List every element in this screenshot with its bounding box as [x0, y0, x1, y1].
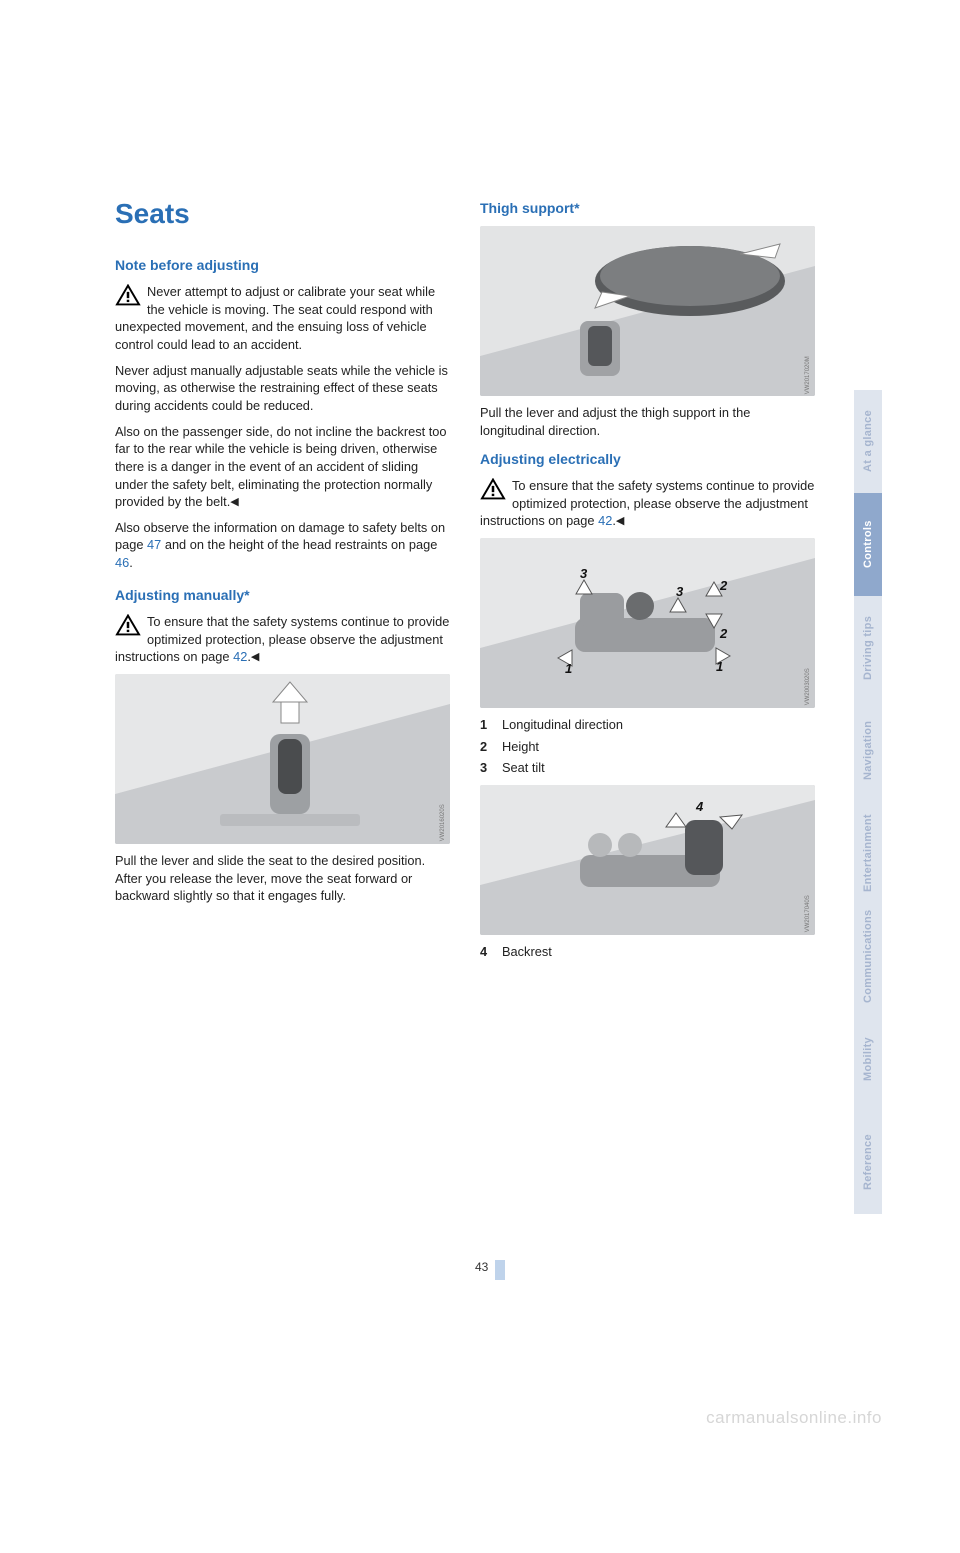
body-text-span: Also on the passenger side, do not incli… — [115, 424, 447, 510]
end-mark-icon: ◀ — [251, 650, 259, 665]
figure-backrest-control: 4 VW2017040S — [480, 785, 815, 935]
svg-text:2: 2 — [719, 626, 728, 641]
page-ref-link[interactable]: 46 — [115, 555, 129, 570]
watermark-text: carmanualsonline.info — [706, 1408, 882, 1428]
list-item: 1 Longitudinal direction — [480, 716, 815, 734]
heading-thigh-support: Thigh support* — [480, 199, 815, 218]
callout-number: 1 — [480, 716, 487, 734]
body-text: Also on the passenger side, do not incli… — [115, 423, 450, 511]
tab-at-a-glance[interactable]: At a glance — [854, 390, 882, 493]
warn-text-1: Never attempt to adjust or calibrate you… — [115, 284, 435, 352]
callout-number: 3 — [480, 759, 487, 777]
page-ref-link[interactable]: 42 — [598, 513, 612, 528]
figure-ref: VW2016020S — [439, 804, 447, 841]
figure-seat-controls: 1 1 2 2 3 3 VW2003020S — [480, 538, 815, 708]
body-text: Never adjust manually adjustable seats w… — [115, 362, 450, 415]
list-item: 2 Height — [480, 738, 815, 756]
svg-text:1: 1 — [716, 659, 723, 674]
warning-text: To ensure that the safety systems contin… — [480, 477, 815, 530]
svg-text:3: 3 — [580, 566, 588, 581]
callout-number: 4 — [480, 943, 487, 961]
heading-adjusting-manually: Adjusting manually* — [115, 586, 450, 605]
end-mark-icon: ◀ — [616, 514, 624, 529]
warning-icon — [480, 478, 506, 500]
tab-controls[interactable]: Controls — [854, 493, 882, 596]
warning-block: To ensure that the safety systems contin… — [480, 477, 815, 530]
svg-text:3: 3 — [676, 584, 684, 599]
body-text-span: and on the height of the head restraints… — [161, 537, 437, 552]
page-ref-link[interactable]: 42 — [233, 649, 247, 664]
heading-adjusting-electrically: Adjusting electrically — [480, 450, 815, 469]
warn-text-span: To ensure that the safety systems contin… — [115, 614, 449, 664]
body-text-span: . — [129, 555, 133, 570]
callout-label: Height — [502, 739, 539, 754]
callout-list: 4 Backrest — [480, 943, 815, 961]
warning-icon — [115, 284, 141, 306]
callout-label: Longitudinal direction — [502, 717, 623, 732]
end-mark-icon: ◀ — [230, 495, 238, 510]
svg-text:4: 4 — [695, 799, 704, 814]
figure-thigh-support: VW2017020M — [480, 226, 815, 396]
page-title: Seats — [115, 195, 450, 234]
list-item: 3 Seat tilt — [480, 759, 815, 777]
warning-icon — [115, 614, 141, 636]
tab-navigation[interactable]: Navigation — [854, 699, 882, 802]
page-content: Seats Note before adjusting Never attemp… — [115, 195, 885, 969]
figure-seat-lever: VW2016020S — [115, 674, 450, 844]
figure-ref: VW2003020S — [804, 668, 812, 705]
warn-text-span: To ensure that the safety systems contin… — [480, 478, 814, 528]
page-ref-link[interactable]: 47 — [147, 537, 161, 552]
body-text: Also observe the information on damage t… — [115, 519, 450, 572]
warning-text: To ensure that the safety systems contin… — [115, 613, 450, 666]
svg-text:1: 1 — [565, 661, 572, 676]
tab-communications[interactable]: Communications — [854, 905, 882, 1008]
tab-driving-tips[interactable]: Driving tips — [854, 596, 882, 699]
warning-block: Never attempt to adjust or calibrate you… — [115, 283, 450, 354]
right-column: Thigh support* VW2017020M Pull the lever… — [480, 195, 815, 969]
tab-mobility[interactable]: Mobility — [854, 1008, 882, 1111]
tab-entertainment[interactable]: Entertainment — [854, 802, 882, 905]
callout-label: Backrest — [502, 944, 552, 959]
section-tabs: At a glance Controls Driving tips Naviga… — [854, 390, 882, 1214]
page-number: 43 — [475, 1260, 488, 1274]
tab-reference[interactable]: Reference — [854, 1111, 882, 1214]
left-column: Seats Note before adjusting Never attemp… — [115, 195, 450, 969]
callout-list: 1 Longitudinal direction 2 Height 3 Seat ti… — [480, 716, 815, 777]
warning-text: Never attempt to adjust or calibrate you… — [115, 283, 450, 354]
callout-number: 2 — [480, 738, 487, 756]
figure-ref: VW2017040S — [804, 895, 812, 932]
warning-block: To ensure that the safety systems contin… — [115, 613, 450, 666]
callout-label: Seat tilt — [502, 760, 545, 775]
list-item: 4 Backrest — [480, 943, 815, 961]
page-number-marker — [495, 1260, 505, 1280]
figure-caption: Pull the lever and adjust the thigh supp… — [480, 404, 815, 439]
figure-ref: VW2017020M — [804, 356, 812, 394]
heading-note-before-adjusting: Note before adjusting — [115, 256, 450, 275]
figure-caption: Pull the lever and slide the seat to the… — [115, 852, 450, 905]
svg-text:2: 2 — [719, 578, 728, 593]
